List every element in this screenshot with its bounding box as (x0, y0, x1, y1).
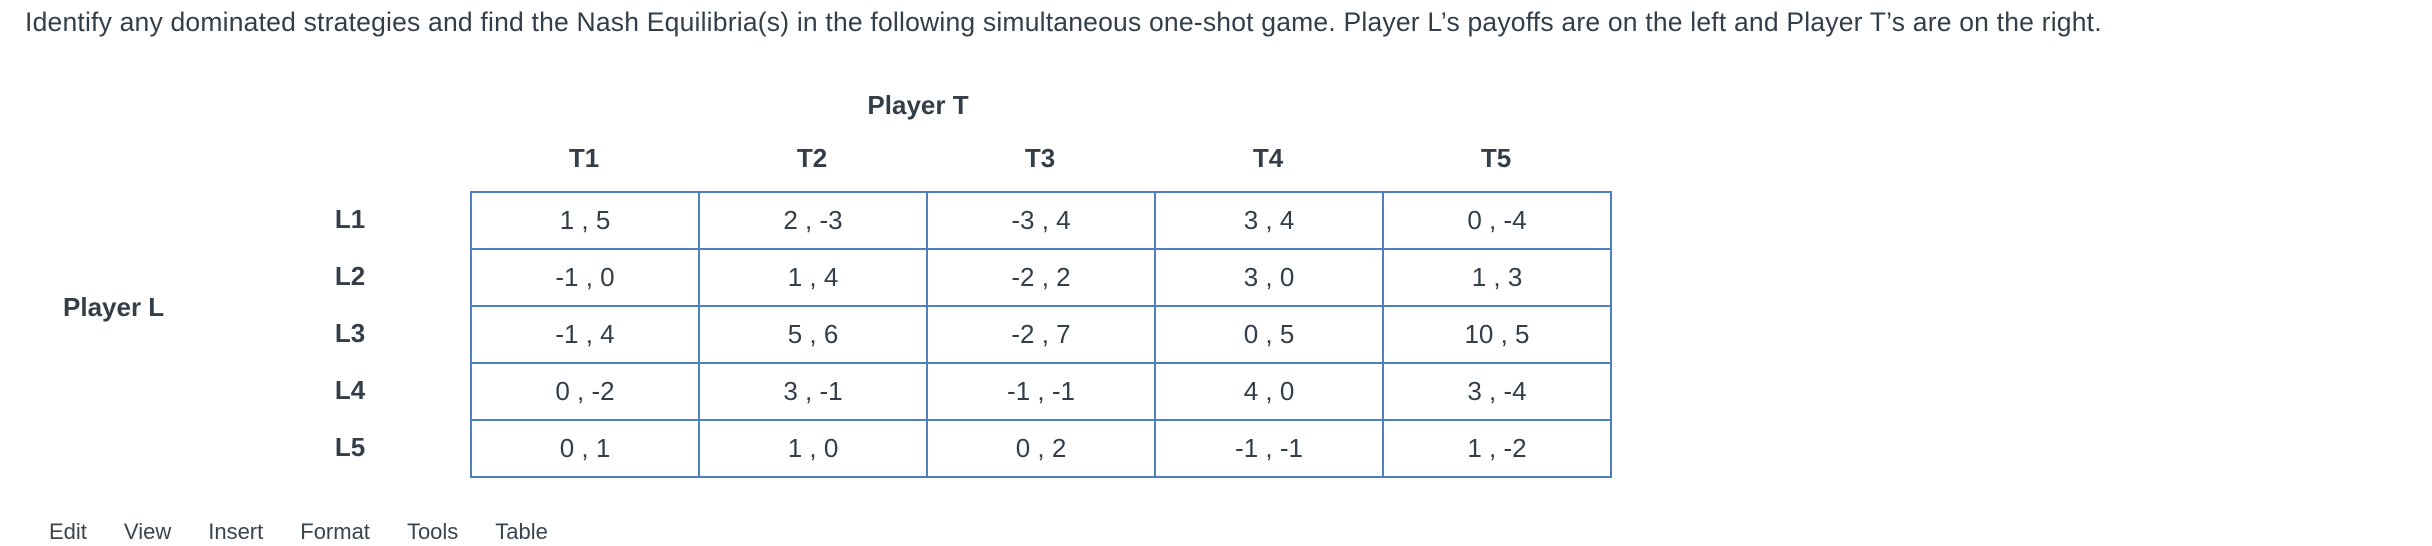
table-row: -1 , 0 1 , 4 -2 , 2 3 , 0 1 , 3 (470, 248, 1612, 307)
menu-insert[interactable]: Insert (208, 519, 264, 544)
table-row: -1 , 4 5 , 6 -2 , 7 0 , 5 10 , 5 (470, 305, 1612, 364)
payoff-cell: -2 , 2 (926, 248, 1156, 307)
column-headers: T1 T2 T3 T4 T5 (470, 143, 1610, 174)
table-row: 1 , 5 2 , -3 -3 , 4 3 , 4 0 , -4 (470, 191, 1612, 250)
menu-format[interactable]: Format (300, 519, 370, 544)
payoff-cell: 1 , 3 (1382, 248, 1612, 307)
payoff-cell: 4 , 0 (1154, 362, 1384, 421)
payoff-cell: -1 , 4 (470, 305, 700, 364)
table-row: 0 , -2 3 , -1 -1 , -1 4 , 0 3 , -4 (470, 362, 1612, 421)
column-header-t3: T3 (1024, 143, 1056, 173)
payoff-cell: 5 , 6 (698, 305, 928, 364)
payoff-cell: 3 , -1 (698, 362, 928, 421)
player-t-label: Player T (867, 90, 969, 120)
payoff-cell: -1 , -1 (1154, 419, 1384, 478)
payoff-cell: 0 , 1 (470, 419, 700, 478)
payoff-cell: 1 , 0 (698, 419, 928, 478)
payoff-cell: 0 , 5 (1154, 305, 1384, 364)
payoff-cell: -1 , 0 (470, 248, 700, 307)
question-text: Identify any dominated strategies and fi… (25, 7, 2102, 37)
player-l-label: Player L (63, 292, 165, 322)
row-header-l2: L2 (334, 261, 366, 291)
payoff-cell: 0 , -2 (470, 362, 700, 421)
payoff-cell: 3 , -4 (1382, 362, 1612, 421)
payoff-cell: 1 , 5 (470, 191, 700, 250)
column-header-t4: T4 (1252, 143, 1284, 173)
payoff-cell: 3 , 4 (1154, 191, 1384, 250)
row-header-l5: L5 (334, 432, 366, 462)
editor-menubar: Edit View Insert Format Tools Table (49, 519, 548, 545)
menu-tools[interactable]: Tools (406, 519, 459, 544)
payoff-cell: -3 , 4 (926, 191, 1156, 250)
table-row: 0 , 1 1 , 0 0 , 2 -1 , -1 1 , -2 (470, 419, 1612, 478)
row-headers: L1 L2 L3 L4 L5 (305, 191, 395, 476)
payoff-cell: 0 , -4 (1382, 191, 1612, 250)
payoff-cell: 3 , 0 (1154, 248, 1384, 307)
menu-edit[interactable]: Edit (49, 519, 87, 544)
payoff-cell: 1 , 4 (698, 248, 928, 307)
column-header-t2: T2 (796, 143, 828, 173)
payoff-cell: 1 , -2 (1382, 419, 1612, 478)
row-header-l1: L1 (334, 204, 366, 234)
column-header-t5: T5 (1480, 143, 1512, 173)
payoff-cell: 0 , 2 (926, 419, 1156, 478)
column-header-t1: T1 (568, 143, 600, 173)
payoff-cell: 10 , 5 (1382, 305, 1612, 364)
row-header-l3: L3 (334, 318, 366, 348)
payoff-cell: 2 , -3 (698, 191, 928, 250)
payoff-cell: -2 , 7 (926, 305, 1156, 364)
menu-table[interactable]: Table (495, 519, 548, 544)
payoff-cell: -1 , -1 (926, 362, 1156, 421)
payoff-matrix: 1 , 5 2 , -3 -3 , 4 3 , 4 0 , -4 -1 , 0 … (470, 191, 1612, 478)
menu-view[interactable]: View (123, 519, 172, 544)
row-header-l4: L4 (334, 375, 366, 405)
